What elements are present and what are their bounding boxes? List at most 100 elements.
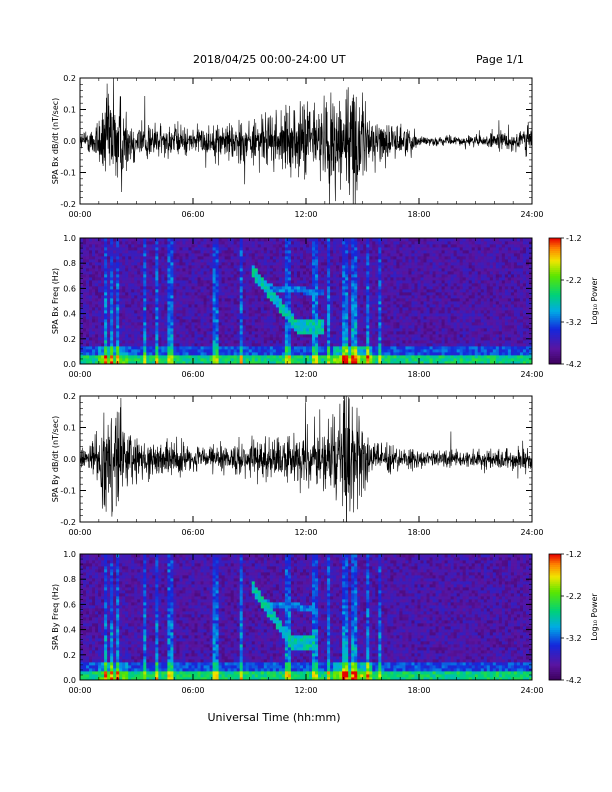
spectrogram-cell bbox=[230, 304, 235, 308]
spectrogram-cell bbox=[405, 277, 409, 281]
spectrogram-cell bbox=[215, 283, 220, 287]
spectrogram-cell bbox=[417, 322, 421, 326]
spectrogram-cell bbox=[402, 337, 406, 341]
spectrogram-cell bbox=[104, 358, 108, 362]
spectrogram-cell bbox=[209, 271, 213, 275]
spectrogram-cell bbox=[372, 343, 376, 347]
spectrogram-cell bbox=[209, 268, 213, 272]
spectrogram-cell bbox=[200, 352, 204, 356]
spectrogram-cell bbox=[218, 355, 223, 359]
spectrogram-cell bbox=[215, 250, 220, 254]
spectrogram-cell bbox=[369, 271, 373, 275]
spectrogram-cell bbox=[236, 307, 241, 311]
spectrogram-cell bbox=[411, 307, 415, 311]
spectrogram-cell bbox=[101, 262, 105, 266]
spectrogram-cell bbox=[260, 289, 265, 293]
spectrogram-cell bbox=[387, 340, 391, 344]
spectrogram-cell bbox=[396, 265, 400, 269]
spectrogram-cell bbox=[260, 277, 265, 281]
spectrogram-cell bbox=[203, 316, 207, 320]
spectrogram-cell bbox=[173, 250, 177, 254]
spectrogram-cell bbox=[182, 289, 186, 293]
spectrogram-cell bbox=[83, 328, 87, 332]
spectrogram-cell bbox=[251, 295, 256, 299]
spectrogram-cell bbox=[384, 253, 388, 257]
spectrogram-cell bbox=[423, 310, 427, 314]
spectrogram-cell bbox=[161, 280, 165, 284]
spectrogram-cell bbox=[420, 343, 424, 347]
spectrogram-cell bbox=[188, 283, 192, 287]
spectrogram-cell bbox=[423, 319, 427, 323]
spectrogram-cell bbox=[366, 340, 370, 344]
spectrogram-cell bbox=[200, 241, 204, 245]
spectrogram-cell bbox=[299, 295, 304, 299]
spectrogram-cell bbox=[296, 262, 301, 266]
spectrogram-cell bbox=[98, 265, 102, 269]
spectrogram-cell bbox=[149, 286, 153, 290]
spectrogram-cell bbox=[248, 349, 253, 353]
spectrogram-cell bbox=[324, 298, 328, 302]
spectrogram-cell bbox=[309, 286, 313, 290]
spectrogram-cell bbox=[351, 355, 355, 359]
spectrogram-cell bbox=[263, 301, 268, 305]
spectrogram-cell bbox=[260, 331, 265, 335]
spectrogram-cell bbox=[224, 355, 229, 359]
spectrogram-cell bbox=[110, 241, 114, 245]
spectrogram-cell bbox=[206, 328, 210, 332]
spectrogram-cell bbox=[158, 277, 162, 281]
spectrogram-cell bbox=[348, 307, 352, 311]
spectrogram-cell bbox=[369, 280, 373, 284]
spectrogram-cell bbox=[209, 253, 213, 257]
spectrogram-cell bbox=[122, 316, 126, 320]
spectrogram-cell bbox=[227, 319, 232, 323]
spectrogram-cell bbox=[161, 310, 165, 314]
spectrogram-cell bbox=[86, 271, 90, 275]
spectrogram-cell bbox=[185, 346, 189, 350]
spectrogram-cell bbox=[426, 253, 430, 257]
spectrogram-cell bbox=[164, 337, 168, 341]
spectrogram-cell bbox=[236, 343, 241, 347]
spectrogram-cell bbox=[179, 313, 183, 317]
spectrogram-cell bbox=[423, 262, 427, 266]
spectrogram-cell bbox=[369, 256, 373, 260]
spectrogram-cell bbox=[369, 283, 373, 287]
spectrogram-cell bbox=[384, 277, 388, 281]
spectrogram-cell bbox=[333, 358, 337, 362]
spectrogram-cell bbox=[426, 319, 430, 323]
spectrogram-cell bbox=[122, 328, 126, 332]
spectrogram-cell bbox=[110, 244, 114, 248]
spectrogram-cell bbox=[390, 328, 394, 332]
spectrogram-cell bbox=[122, 301, 126, 305]
spectrogram-cell bbox=[203, 319, 207, 323]
spectrogram-cell bbox=[158, 301, 162, 305]
spectrogram-cell bbox=[101, 289, 105, 293]
spectrogram-cell bbox=[179, 346, 183, 350]
spectrogram-cell bbox=[221, 313, 226, 317]
spectrogram-cell bbox=[345, 247, 349, 251]
spectrogram-cell bbox=[290, 268, 295, 272]
spectrogram-cell bbox=[197, 322, 201, 326]
spectrogram-cell bbox=[239, 331, 244, 335]
spectrogram-cell bbox=[146, 247, 150, 251]
spectrogram-cell bbox=[278, 268, 283, 272]
spectrogram-cell bbox=[170, 346, 174, 350]
spectrogram-cell bbox=[363, 253, 367, 257]
spectrogram-cell bbox=[164, 319, 168, 323]
spectrogram-cell bbox=[179, 307, 183, 311]
spectrogram-cell bbox=[131, 304, 135, 308]
spectrogram-cell bbox=[257, 337, 262, 341]
spectrogram-cell bbox=[230, 343, 235, 347]
spectrogram-cell bbox=[405, 307, 409, 311]
spectrogram-cell bbox=[309, 349, 313, 353]
spectrogram-cell bbox=[104, 253, 108, 257]
spectrogram-cell bbox=[309, 325, 313, 329]
spectrogram-cell bbox=[164, 361, 168, 365]
spectrogram-cell bbox=[281, 352, 286, 356]
spectrogram-cell bbox=[278, 292, 283, 296]
spectrogram-cell bbox=[378, 292, 382, 296]
spectrogram-cell bbox=[287, 316, 292, 320]
spectrogram-cell bbox=[176, 274, 180, 278]
spectrogram-cell bbox=[339, 325, 343, 329]
spectrogram-cell bbox=[158, 295, 162, 299]
spectrogram-cell bbox=[423, 301, 427, 305]
